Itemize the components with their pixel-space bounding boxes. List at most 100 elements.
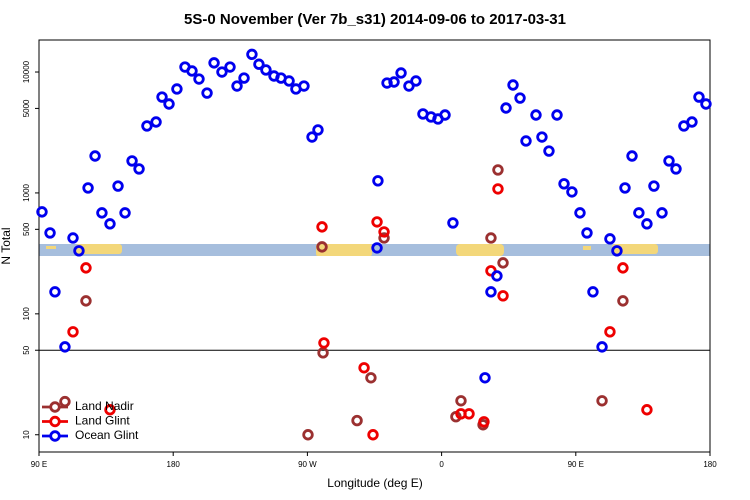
data-point — [67, 326, 79, 338]
data-point — [497, 290, 509, 302]
data-point — [543, 145, 555, 157]
data-point — [663, 155, 675, 167]
data-point — [455, 395, 467, 407]
data-point — [395, 67, 407, 79]
data-point — [530, 109, 542, 121]
data-point — [514, 92, 526, 104]
data-point — [478, 416, 490, 428]
data-point — [463, 408, 475, 420]
data-point — [388, 76, 400, 88]
data-point — [670, 163, 682, 175]
y-tick-label: 1000 — [22, 183, 31, 201]
data-point — [201, 87, 213, 99]
legend-label: Ocean Glint — [75, 428, 139, 442]
x-tick-label: 90 W — [298, 460, 317, 469]
data-point — [104, 218, 116, 230]
map-land — [456, 244, 504, 256]
data-point — [49, 286, 61, 298]
map-land — [583, 246, 591, 250]
data-point — [44, 227, 56, 239]
legend-marker — [49, 430, 61, 442]
map-land — [76, 244, 122, 254]
data-point — [193, 73, 205, 85]
data-point — [283, 75, 295, 87]
data-point — [604, 326, 616, 338]
x-tick-label: 180 — [703, 460, 717, 469]
data-point — [536, 131, 548, 143]
data-point — [371, 242, 383, 254]
data-point — [378, 226, 390, 238]
data-point — [238, 72, 250, 84]
data-point — [150, 116, 162, 128]
data-point — [485, 232, 497, 244]
data-point — [378, 232, 390, 244]
legend-marker — [49, 415, 61, 428]
data-point — [381, 77, 393, 89]
x-axis-label: Longitude (deg E) — [327, 476, 422, 490]
data-point — [36, 206, 48, 218]
data-point — [59, 341, 71, 353]
data-point — [260, 64, 272, 76]
data-point — [358, 362, 370, 374]
data-point — [156, 91, 168, 103]
data-point — [133, 163, 145, 175]
data-point — [317, 347, 329, 359]
data-point — [626, 150, 638, 162]
data-point — [141, 120, 153, 132]
data-point — [520, 135, 532, 147]
data-point — [89, 150, 101, 162]
data-point — [163, 98, 175, 110]
data-point — [596, 341, 608, 353]
data-point — [619, 182, 631, 194]
chart-title: 5S-0 November (Ver 7b_s31) 2014-09-06 to… — [184, 11, 566, 28]
plot-frame — [38, 39, 711, 453]
data-point — [298, 80, 310, 92]
data-point — [208, 57, 220, 69]
data-point — [617, 262, 629, 274]
data-point — [447, 217, 459, 229]
x-tick-label: 90 E — [31, 460, 47, 469]
data-point — [648, 180, 660, 192]
data-point — [507, 79, 519, 91]
y-tick-label: 50 — [22, 345, 31, 354]
y-tick-label: 500 — [22, 222, 31, 236]
legend-label: Land Glint — [75, 414, 130, 428]
data-point — [67, 232, 79, 244]
data-point — [410, 75, 422, 87]
data-point — [491, 270, 503, 282]
data-point — [318, 337, 330, 349]
data-point — [306, 131, 318, 143]
data-point — [604, 233, 616, 245]
data-point — [171, 83, 183, 95]
data-point — [479, 372, 491, 384]
data-point — [693, 91, 705, 103]
data-point — [581, 227, 593, 239]
data-point — [59, 395, 71, 408]
data-point — [96, 207, 108, 219]
data-point — [617, 295, 629, 307]
data-point — [641, 218, 653, 230]
y-axis-label: N Total — [0, 227, 13, 264]
data-point — [500, 102, 512, 114]
data-point — [224, 61, 236, 73]
map-land — [612, 244, 658, 254]
data-point — [80, 295, 92, 307]
data-point — [372, 175, 384, 187]
data-point — [371, 216, 383, 228]
data-point — [492, 183, 504, 195]
x-tick-label: 180 — [167, 460, 181, 469]
data-point — [246, 48, 258, 61]
data-point — [126, 155, 138, 167]
data-point — [497, 257, 509, 269]
data-point — [316, 241, 328, 253]
data-point — [700, 98, 712, 110]
legend-label: Land Nadir — [75, 399, 134, 413]
x-tick-label: 90 E — [568, 460, 584, 469]
data-point — [403, 80, 415, 92]
data-point — [641, 404, 653, 416]
data-point — [119, 207, 131, 219]
y-tick-label: 5000 — [22, 99, 31, 117]
y-tick-label: 100 — [22, 307, 31, 321]
data-point — [302, 429, 314, 441]
